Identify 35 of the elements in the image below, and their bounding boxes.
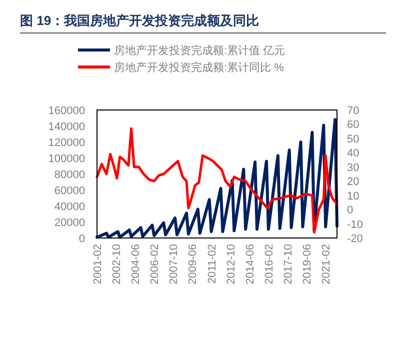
y-tick-label: 160000 bbox=[48, 105, 85, 117]
x-tick-label: 2004-06 bbox=[130, 244, 142, 284]
y2-tick-label: 0 bbox=[347, 204, 354, 217]
x-tick-label: 2011-02 bbox=[206, 244, 218, 284]
y-tick-label: 0 bbox=[78, 233, 85, 245]
y2-tick-label: 60 bbox=[347, 119, 360, 132]
chart-title: 图 19：我国房地产开发投资完成额及同比 bbox=[20, 13, 260, 28]
y-tick-label: 100000 bbox=[48, 153, 85, 165]
x-tick-label: 2021-02 bbox=[320, 244, 333, 284]
y2-tick-label: 40 bbox=[347, 148, 360, 160]
x-tick-label: 2002-10 bbox=[110, 244, 123, 284]
x-tick-label: 2009-06 bbox=[187, 244, 200, 284]
x-tick-label: 2001-02 bbox=[92, 244, 104, 284]
x-tick-label: 2017-10 bbox=[282, 244, 294, 284]
legend-label: 房地产开发投资完成额:累计同比 % bbox=[114, 61, 284, 74]
legend-label: 房地产开发投资完成额:累计值 亿元 bbox=[114, 44, 286, 57]
y-tick-label: 80000 bbox=[54, 169, 85, 181]
y-tick-label: 120000 bbox=[48, 137, 85, 149]
y-tick-label: 20000 bbox=[54, 217, 85, 229]
y-tick-label: 60000 bbox=[54, 185, 85, 197]
y2-tick-label: 30 bbox=[347, 162, 360, 174]
y2-tick-label: 20 bbox=[347, 176, 360, 188]
x-tick-label: 2006-02 bbox=[149, 244, 162, 284]
x-tick-label: 2019-06 bbox=[301, 244, 314, 284]
x-tick-label: 2012-10 bbox=[225, 244, 238, 284]
y2-tick-label: 10 bbox=[347, 190, 360, 202]
y2-tick-label: 50 bbox=[347, 133, 360, 146]
y2-tick-label: 70 bbox=[347, 105, 360, 117]
y-tick-label: 140000 bbox=[48, 121, 85, 133]
x-tick-label: 2014-06 bbox=[244, 244, 256, 284]
x-tick-label: 2016-02 bbox=[263, 244, 276, 284]
x-tick-label: 2007-10 bbox=[168, 244, 180, 284]
y-tick-label: 40000 bbox=[54, 201, 85, 213]
y2-tick-label: -10 bbox=[347, 218, 363, 231]
y2-tick-label: -20 bbox=[347, 233, 363, 245]
